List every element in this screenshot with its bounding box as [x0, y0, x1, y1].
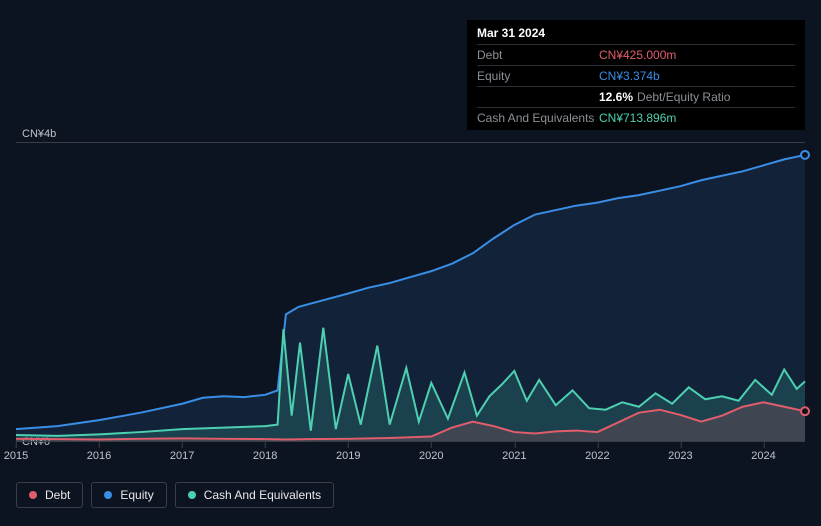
legend-dot-icon [188, 491, 196, 499]
x-tick-2022: 2022 [585, 450, 609, 462]
y-axis-max-label: CN¥4b [22, 128, 56, 140]
legend-dot-icon [104, 491, 112, 499]
chart-area: CN¥4b CN¥0 [16, 142, 805, 442]
end-marker-debt [801, 407, 809, 415]
tooltip-ratio-pct: 12.6% [599, 90, 633, 104]
tooltip-cash-value: CN¥713.896m [599, 111, 676, 125]
x-tick-2018: 2018 [253, 450, 277, 462]
tooltip-row-debt: Debt CN¥425.000m [477, 44, 795, 65]
x-tick-2020: 2020 [419, 450, 443, 462]
chart-tooltip: Mar 31 2024 Debt CN¥425.000m Equity CN¥3… [467, 20, 805, 130]
tooltip-ratio-label: Debt/Equity Ratio [637, 90, 730, 104]
legend-item-cash[interactable]: Cash And Equivalents [175, 482, 334, 508]
tooltip-equity-value: CN¥3.374b [599, 69, 660, 83]
tooltip-cash-label: Cash And Equivalents [477, 111, 599, 125]
legend-label: Debt [45, 488, 70, 502]
tooltip-row-ratio: 12.6% Debt/Equity Ratio [477, 86, 795, 107]
x-tick-2016: 2016 [87, 450, 111, 462]
tooltip-debt-label: Debt [477, 48, 599, 62]
tooltip-date: Mar 31 2024 [477, 26, 795, 44]
x-tick-2021: 2021 [502, 450, 526, 462]
x-tick-2024: 2024 [751, 450, 775, 462]
x-axis: 2015201620172018201920202021202220232024 [16, 450, 805, 470]
tooltip-equity-label: Equity [477, 69, 599, 83]
legend-label: Cash And Equivalents [204, 488, 321, 502]
x-tick-2015: 2015 [4, 450, 28, 462]
x-tick-2019: 2019 [336, 450, 360, 462]
chart-plot[interactable] [16, 142, 805, 442]
tooltip-row-cash: Cash And Equivalents CN¥713.896m [477, 107, 795, 128]
end-marker-equity [801, 151, 809, 159]
legend: Debt Equity Cash And Equivalents [16, 482, 334, 508]
x-tick-2023: 2023 [668, 450, 692, 462]
tooltip-debt-value: CN¥425.000m [599, 48, 676, 62]
legend-label: Equity [120, 488, 153, 502]
legend-item-equity[interactable]: Equity [91, 482, 166, 508]
tooltip-row-equity: Equity CN¥3.374b [477, 65, 795, 86]
tooltip-ratio-spacer [477, 90, 599, 104]
legend-dot-icon [29, 491, 37, 499]
legend-item-debt[interactable]: Debt [16, 482, 83, 508]
x-tick-2017: 2017 [170, 450, 194, 462]
